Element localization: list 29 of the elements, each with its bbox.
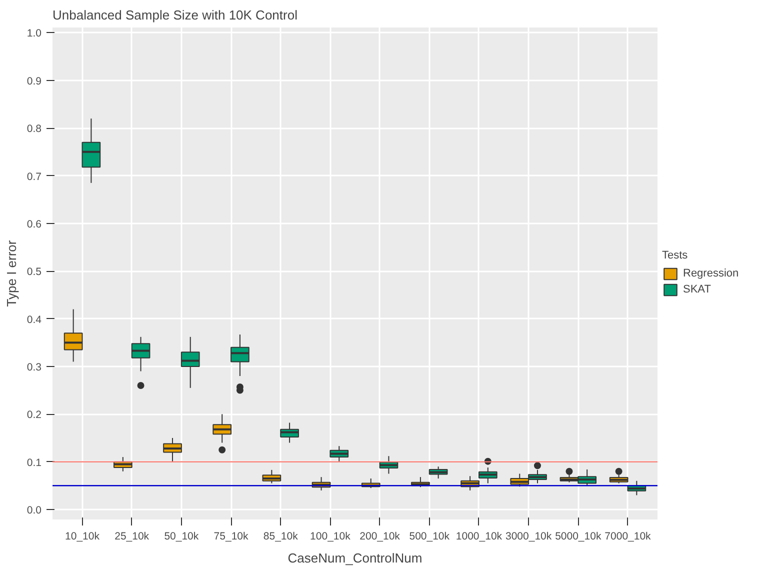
x-tick-label: 1000_10k bbox=[456, 530, 503, 542]
x-tick-label: 200_10k bbox=[360, 530, 401, 542]
y-tick-label: 1.0 bbox=[26, 28, 42, 40]
x-tick-label: 5000_10k bbox=[555, 530, 602, 542]
y-tick-label: 0.8 bbox=[26, 123, 42, 136]
y-tick-label: 0.1 bbox=[26, 456, 42, 469]
x-tick-label: 50_10k bbox=[164, 530, 200, 542]
y-tick-label: 0.0 bbox=[26, 504, 42, 516]
x-tick-label: 75_10k bbox=[214, 530, 249, 542]
legend-label: Regression bbox=[683, 266, 739, 280]
y-tick-label: 0.9 bbox=[26, 75, 42, 88]
x-tick-label: 100_10k bbox=[310, 530, 352, 542]
y-tick-label: 0.7 bbox=[26, 170, 42, 183]
y-tick-label: 0.3 bbox=[26, 361, 42, 374]
x-tick-label: 500_10k bbox=[409, 530, 450, 542]
x-axis-title: CaseNum_ControlNum bbox=[288, 550, 422, 566]
y-tick-label: 0.6 bbox=[26, 218, 42, 230]
x-tick-label: 10_10k bbox=[65, 530, 100, 542]
x-tick-label: 25_10k bbox=[114, 530, 150, 542]
y-tick-label: 0.2 bbox=[26, 409, 42, 422]
y-tick-label: 0.4 bbox=[26, 314, 42, 326]
x-tick-label: 85_10k bbox=[263, 530, 299, 542]
chart-title: Unbalanced Sample Size with 10K Control bbox=[52, 8, 298, 22]
y-tick-label: 0.5 bbox=[26, 266, 42, 278]
legend-label: SKAT bbox=[683, 282, 711, 296]
x-tick-label: 7000_10k bbox=[604, 530, 652, 542]
legend-title: Tests bbox=[662, 250, 689, 262]
x-tick-label: 3000_10k bbox=[506, 530, 552, 542]
y-axis-title: Type I error bbox=[4, 240, 19, 307]
